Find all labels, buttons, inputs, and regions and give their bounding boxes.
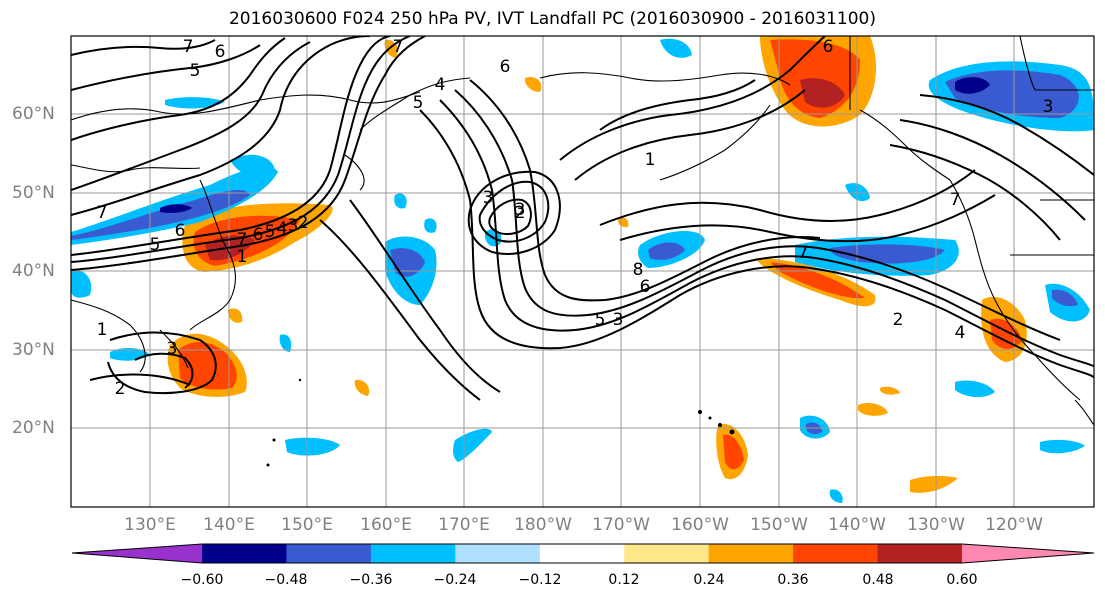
colorbar-tick-label: 0.24 [693,572,725,588]
colorbar-extend-high [962,544,1094,563]
contour-label: 3 [613,310,624,330]
colorbar-cell [370,544,456,563]
colorbar-tick-label: −0.60 [180,572,224,588]
colorbar-tick-label: −0.12 [518,572,562,588]
lat-label: 50°N [12,183,55,203]
contour-label: 5 [265,222,276,242]
lon-label: 130°W [907,515,965,535]
contour-labels: 7 6 5 7 6 5 7 6 5 4 3 2 1 7 6 5 4 3 2 1 … [97,37,1054,399]
contour-label: 7 [798,243,809,263]
colorbar-tick-label: −0.36 [349,572,393,588]
contour-label: 5 [190,61,201,81]
colorbar-cell [539,544,625,563]
colorbar-cell [877,544,963,563]
contour-label: 3 [515,200,526,220]
map-panel: 7 6 5 7 6 5 7 6 5 4 3 2 1 7 6 5 4 3 2 1 … [70,35,1095,508]
contour-label: 6 [640,277,651,297]
contour-label: 6 [823,37,834,57]
contour-label: 7 [97,203,108,223]
contour-label: 5 [595,310,606,330]
colorbar-cell [708,544,794,563]
lon-label: 150°E [281,515,333,535]
contour-label: 3 [483,188,494,208]
colorbar-extend-low [72,544,202,563]
lat-label: 20°N [12,418,55,438]
contour-label: 4 [435,75,446,95]
contour-label: 6 [175,221,186,241]
contour-label: 2 [298,213,309,233]
lon-label: 120°W [985,515,1043,535]
lon-label: 140°E [203,515,255,535]
colorbar-cell [455,544,541,563]
lon-label: 160°E [360,515,412,535]
lon-label: 140°W [828,515,886,535]
contour-label: 1 [97,320,108,340]
pv-contours [71,36,1094,401]
contour-label: 7 [393,37,404,57]
contour-label: 2 [515,203,526,223]
colorbar-tick-label: 0.12 [608,572,640,588]
contour-label: 2 [115,379,126,399]
lon-label: 130°E [124,515,176,535]
contour-label: 4 [277,219,288,239]
colorbar-cell [286,544,372,563]
contour-label: 3 [288,216,299,236]
colorbar-tick-label: 0.36 [777,572,809,588]
contour-label: 7 [950,190,961,210]
contour-label: 5 [413,93,424,113]
contour-label: 7 [183,37,194,57]
contour-label: 6 [215,42,226,62]
lon-label: 180°W [514,515,572,535]
colorbar-tick-label: −0.48 [264,572,308,588]
contour-label: 7 [237,230,248,250]
contour-label: 2 [893,310,904,330]
lat-label: 40°N [12,261,55,281]
colorbar-cell [202,544,287,563]
colorbar-tick-label: 0.48 [862,572,894,588]
coastlines [71,36,1094,426]
lon-label: 160°W [671,515,729,535]
map-title: 2016030600 F024 250 hPa PV, IVT Landfall… [228,9,876,29]
colorbar-cell [793,544,879,563]
colorbar-tick-label: 0.60 [946,572,978,588]
contour-label: 1 [237,247,248,267]
colorbar [71,543,1095,564]
lat-label: 60°N [12,104,55,124]
lon-label: 170°E [438,515,490,535]
contour-label: 6 [500,57,511,77]
colorbar-cell [624,544,710,563]
lon-label: 170°W [592,515,650,535]
colorbar-tick-label: −0.24 [433,572,477,588]
hawaii-islands [266,378,735,467]
contour-label: 3 [1043,97,1054,117]
contour-label: 3 [167,339,178,359]
contour-label: 4 [955,323,966,343]
contour-label: 8 [633,260,644,280]
lon-label: 150°W [750,515,808,535]
contour-label: 5 [150,235,161,255]
graticule [71,36,1094,507]
lat-label: 30°N [12,340,55,360]
map-border [70,35,1095,508]
contour-label: 1 [645,150,656,170]
contour-label: 6 [253,225,264,245]
